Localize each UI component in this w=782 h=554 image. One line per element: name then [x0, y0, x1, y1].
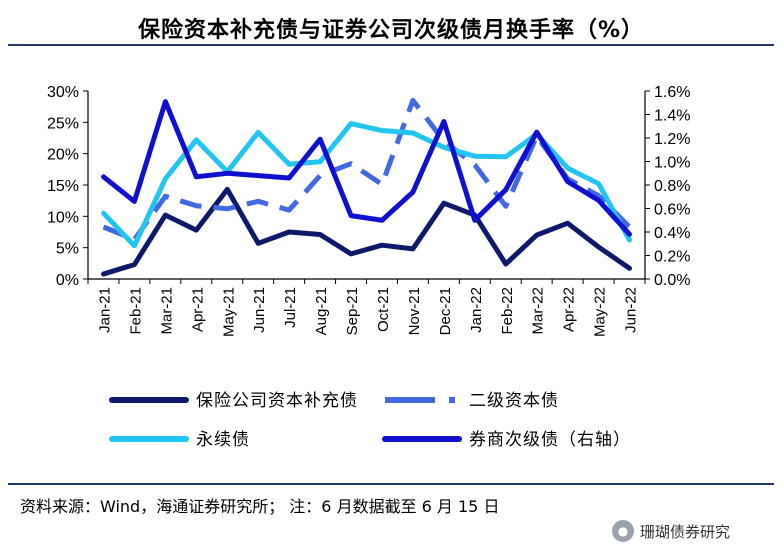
x-tick-label: Apr-21 [189, 287, 206, 332]
left-tick-label: 20% [47, 147, 79, 164]
x-tick-label: May-21 [220, 287, 237, 337]
series-line-4 [101, 99, 632, 237]
left-tick-label: 5% [56, 241, 79, 258]
legend-label-3: 永续债 [196, 430, 250, 450]
x-tick-label: Sep-21 [344, 287, 361, 335]
x-tick-label: Jan-21 [96, 287, 113, 333]
left-tick-label: 30% [47, 84, 79, 101]
right-tick-label: 1.2% [654, 131, 690, 148]
top-rule [8, 44, 774, 46]
right-tick-label: 0.2% [654, 249, 690, 266]
x-tick-label: Nov-21 [406, 287, 423, 335]
right-tick-label: 1.0% [654, 155, 690, 172]
left-tick-label: 10% [47, 209, 79, 226]
source-note: 资料来源：Wind，海通证券研究所； 注：6 月数据截至 6 月 15 日 [20, 497, 500, 516]
legend-label-2: 二级资本债 [469, 391, 559, 411]
chart-title: 保险资本补充债与证券公司次级债月换手率（%） [137, 18, 645, 43]
x-tick-label: Mar-21 [158, 287, 175, 335]
legend-label-1: 保险公司资本补充债 [196, 391, 358, 411]
right-tick-label: 0.8% [654, 178, 690, 195]
turnover-line-chart: 0% 5% 10% 15% 20% 25% 30% 0.0% 0.2% 0.4% 0.6% 0.8% 1… [47, 84, 691, 450]
left-tick-label: 0% [56, 272, 79, 289]
right-tick-label: 1.6% [654, 84, 690, 101]
x-tick-label: Oct-21 [375, 287, 392, 332]
right-tick-label: 0.0% [654, 272, 690, 289]
x-tick-label: Feb-22 [499, 287, 516, 335]
watermark-text: 珊瑚债券研究 [640, 522, 731, 541]
x-tick-label: Dec-21 [437, 287, 454, 335]
x-tick-label: Aug-21 [313, 287, 330, 335]
x-tick-label: Jun-22 [623, 287, 640, 333]
x-tick-label: Jul-21 [282, 287, 299, 328]
x-tick-label: Mar-22 [530, 287, 547, 335]
right-tick-label: 0.4% [654, 225, 690, 242]
wechat-icon: ● [612, 520, 634, 542]
right-tick-label: 1.4% [654, 108, 690, 125]
bottom-rule [8, 483, 774, 485]
left-tick-label: 15% [47, 178, 79, 195]
x-tick-label: Feb-21 [127, 287, 144, 335]
x-tick-label: Apr-22 [561, 287, 578, 332]
legend-label-4: 券商次级债（右轴） [469, 430, 631, 450]
x-tick-label: Jun-21 [251, 287, 268, 333]
watermark: ● 珊瑚债券研究 [612, 520, 730, 542]
series-line-1 [101, 186, 632, 277]
right-tick-label: 0.6% [654, 202, 690, 219]
left-tick-label: 25% [47, 115, 79, 132]
x-tick-label: May-22 [592, 287, 609, 337]
x-tick-label: Jan-22 [468, 287, 485, 333]
